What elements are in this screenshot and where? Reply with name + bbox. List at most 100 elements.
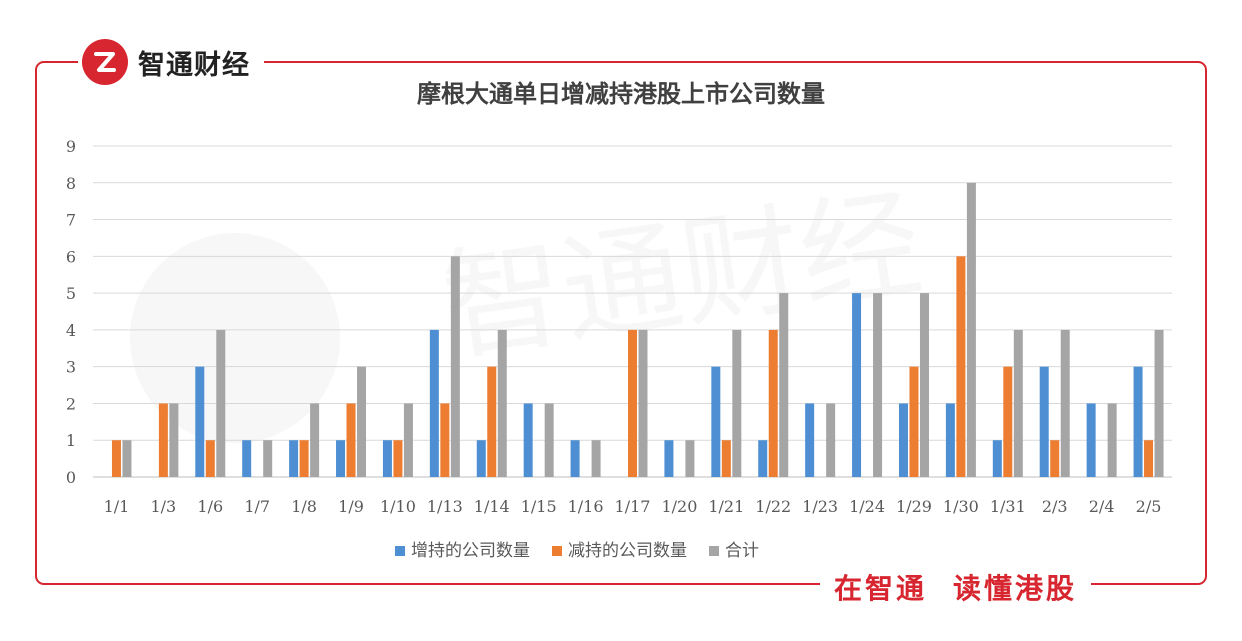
bar bbox=[497, 329, 507, 477]
bar bbox=[685, 440, 695, 477]
bar bbox=[289, 440, 299, 477]
legend-label: 减持的公司数量 bbox=[568, 541, 687, 561]
bar bbox=[591, 440, 601, 477]
bar bbox=[909, 366, 919, 477]
x-tick-label: 1/8 bbox=[291, 497, 317, 516]
x-tick-label: 1/7 bbox=[244, 497, 270, 516]
bar bbox=[898, 403, 908, 477]
bar bbox=[1154, 329, 1164, 477]
bar bbox=[873, 293, 883, 477]
x-tick-label: 1/20 bbox=[661, 497, 697, 516]
bar bbox=[310, 403, 320, 477]
bar bbox=[299, 440, 309, 477]
x-tick-label: 1/29 bbox=[896, 497, 932, 516]
bar bbox=[242, 440, 252, 477]
x-tick-label: 1/22 bbox=[755, 497, 791, 516]
bar bbox=[195, 366, 205, 477]
bar bbox=[523, 403, 533, 477]
legend-label: 合计 bbox=[725, 541, 759, 561]
chart-title: 摩根大通单日增减持港股上市公司数量 bbox=[417, 79, 825, 108]
bar bbox=[638, 329, 648, 477]
bar bbox=[1050, 440, 1060, 477]
bars bbox=[111, 182, 1164, 477]
bar bbox=[826, 403, 836, 477]
x-tick-label: 2/3 bbox=[1042, 497, 1068, 516]
brand: 智通财经 bbox=[78, 36, 264, 88]
x-tick-label: 1/10 bbox=[380, 497, 416, 516]
slogan: 在智通 读懂港股 bbox=[820, 565, 1092, 609]
bar bbox=[1144, 440, 1154, 477]
slogan-part1: 在智通 bbox=[834, 572, 928, 605]
bar bbox=[992, 440, 1002, 477]
bar bbox=[216, 329, 226, 477]
legend-swatch bbox=[709, 546, 719, 556]
x-tick-label: 1/24 bbox=[849, 497, 885, 516]
zhitong-logo-icon bbox=[82, 39, 128, 85]
bar bbox=[1133, 366, 1143, 477]
x-tick-label: 1/13 bbox=[427, 497, 463, 516]
bar bbox=[732, 329, 742, 477]
x-tick-label: 1/30 bbox=[943, 497, 979, 516]
bar bbox=[919, 293, 929, 477]
y-tick-label: 7 bbox=[66, 211, 76, 230]
brand-name: 智通财经 bbox=[138, 49, 250, 81]
bar bbox=[721, 440, 731, 477]
x-tick-label: 1/1 bbox=[104, 497, 130, 516]
bar bbox=[357, 366, 367, 477]
watermark: 智通财经 bbox=[130, 174, 929, 443]
y-tick-label: 6 bbox=[66, 247, 76, 266]
bar bbox=[1003, 366, 1013, 477]
y-axis: 0 1 2 3 4 5 6 7 8 9 bbox=[66, 137, 76, 487]
bar bbox=[450, 256, 460, 477]
legend-swatch bbox=[395, 546, 405, 556]
x-tick-label: 1/31 bbox=[990, 497, 1026, 516]
y-tick-label: 0 bbox=[66, 468, 76, 487]
bar bbox=[346, 403, 356, 477]
bar bbox=[779, 293, 789, 477]
y-tick-label: 8 bbox=[66, 174, 76, 193]
bar bbox=[440, 403, 450, 477]
y-tick-label: 9 bbox=[66, 137, 76, 156]
bar bbox=[111, 440, 121, 477]
bar bbox=[487, 366, 497, 477]
x-tick-label: 1/21 bbox=[708, 497, 744, 516]
bar bbox=[805, 403, 815, 477]
bar bbox=[711, 366, 721, 477]
y-tick-label: 2 bbox=[66, 394, 76, 413]
legend-label: 增持的公司数量 bbox=[411, 541, 530, 561]
bar bbox=[664, 440, 674, 477]
bar bbox=[1086, 403, 1096, 477]
bar bbox=[429, 329, 439, 477]
y-tick-label: 5 bbox=[66, 284, 76, 303]
y-tick-label: 1 bbox=[66, 431, 76, 450]
bar bbox=[1013, 329, 1023, 477]
bar bbox=[1060, 329, 1070, 477]
bar bbox=[263, 440, 273, 477]
slogan-part2: 读懂港股 bbox=[953, 572, 1078, 605]
legend-swatch bbox=[552, 546, 562, 556]
x-tick-label: 1/3 bbox=[150, 497, 176, 516]
bar bbox=[956, 256, 966, 477]
bar bbox=[628, 329, 637, 477]
y-tick-label: 4 bbox=[66, 321, 76, 340]
bar bbox=[205, 440, 215, 477]
x-tick-label: 1/6 bbox=[197, 497, 223, 516]
bar bbox=[393, 440, 403, 477]
x-tick-label: 1/9 bbox=[338, 497, 364, 516]
bar bbox=[758, 440, 768, 477]
bar bbox=[1039, 366, 1049, 477]
x-axis: 1/1 1/3 1/6 1/7 1/8 1/9 1/10 1/13 1/14 1/15 1/16 1/… bbox=[104, 497, 1162, 516]
bar bbox=[336, 440, 346, 477]
bar bbox=[169, 403, 179, 477]
x-tick-label: 1/14 bbox=[474, 497, 510, 516]
bar bbox=[476, 440, 486, 477]
bar bbox=[570, 440, 580, 477]
bar bbox=[122, 440, 132, 477]
bar bbox=[1107, 403, 1117, 477]
x-tick-label: 1/16 bbox=[568, 497, 604, 516]
x-tick-label: 2/4 bbox=[1089, 497, 1115, 516]
x-tick-label: 2/5 bbox=[1136, 497, 1162, 516]
x-tick-label: 1/17 bbox=[615, 497, 651, 516]
